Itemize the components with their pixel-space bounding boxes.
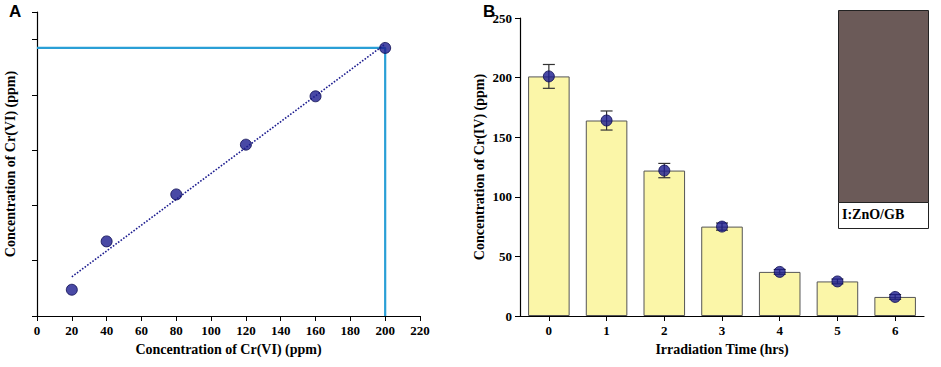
svg-text:100: 100 bbox=[493, 189, 513, 204]
svg-text:0: 0 bbox=[34, 323, 41, 338]
svg-text:50: 50 bbox=[499, 249, 512, 264]
svg-text:Irradiation Time (hrs): Irradiation Time (hrs) bbox=[655, 342, 789, 358]
svg-text:180: 180 bbox=[341, 323, 361, 338]
svg-text:250: 250 bbox=[493, 11, 513, 26]
svg-text:60: 60 bbox=[135, 323, 148, 338]
svg-text:100: 100 bbox=[201, 323, 221, 338]
svg-text:Concentration of Cr(VI) (ppm): Concentration of Cr(VI) (ppm) bbox=[135, 342, 322, 358]
svg-text:3: 3 bbox=[719, 323, 726, 338]
svg-text:220: 220 bbox=[410, 323, 430, 338]
svg-text:80: 80 bbox=[170, 323, 183, 338]
svg-text:200: 200 bbox=[375, 323, 395, 338]
svg-text:4: 4 bbox=[776, 323, 783, 338]
svg-text:150: 150 bbox=[493, 130, 513, 145]
svg-text:Concentration of Cr(IV) (ppm): Concentration of Cr(IV) (ppm) bbox=[472, 74, 488, 261]
svg-text:5: 5 bbox=[834, 323, 841, 338]
svg-text:2: 2 bbox=[661, 323, 668, 338]
svg-text:140: 140 bbox=[271, 323, 291, 338]
svg-text:1: 1 bbox=[603, 323, 610, 338]
svg-text:Concentration of Cr(VI) (ppm): Concentration of Cr(VI) (ppm) bbox=[3, 71, 19, 258]
svg-text:160: 160 bbox=[306, 323, 326, 338]
svg-text:20: 20 bbox=[65, 323, 78, 338]
svg-text:6: 6 bbox=[892, 323, 899, 338]
svg-text:120: 120 bbox=[236, 323, 256, 338]
svg-text:0: 0 bbox=[506, 309, 513, 324]
svg-text:B: B bbox=[483, 2, 495, 21]
svg-text:0: 0 bbox=[546, 323, 553, 338]
svg-text:200: 200 bbox=[493, 70, 513, 85]
svg-text:A: A bbox=[9, 2, 21, 21]
svg-text:40: 40 bbox=[100, 323, 113, 338]
svg-text:I:ZnO/GB: I:ZnO/GB bbox=[842, 207, 904, 222]
